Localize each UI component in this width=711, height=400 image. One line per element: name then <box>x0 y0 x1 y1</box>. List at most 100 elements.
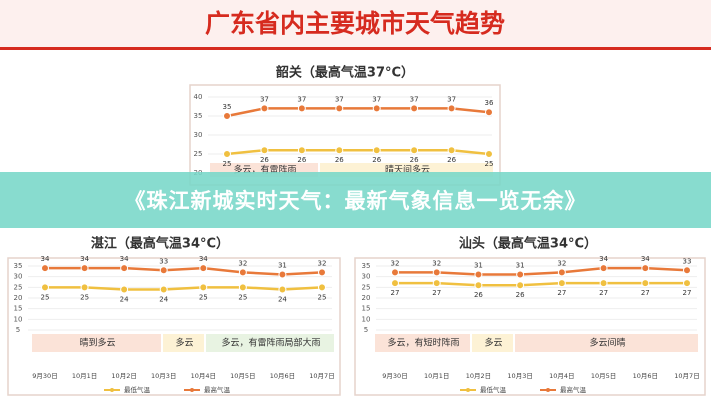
legend-label: 最低气温 <box>480 385 507 394</box>
x-tick-label: 10月3日 <box>507 372 532 380</box>
point <box>474 281 483 290</box>
value-label: 25 <box>80 293 89 301</box>
point <box>391 268 399 277</box>
y-tick-label: 35 <box>194 112 203 120</box>
banner: 《珠江新城实时天气：最新气象信息一览无余》 <box>0 172 711 228</box>
value-label: 37 <box>447 95 456 103</box>
weather-label: 多云间晴 <box>589 337 625 349</box>
series-line <box>395 281 687 287</box>
chart-title: 湛江（最高气温34°C） <box>91 236 229 252</box>
y-tick-label: 35 <box>362 262 371 270</box>
value-label: 34 <box>80 255 89 263</box>
x-tick-label: 10月2日 <box>111 372 136 380</box>
series-line <box>45 266 323 276</box>
point <box>432 279 441 288</box>
value-label: 37 <box>372 95 381 103</box>
header-bg <box>0 0 711 50</box>
x-tick-label: 10月3日 <box>151 372 176 380</box>
y-tick-label: 30 <box>14 273 23 281</box>
point <box>641 279 650 288</box>
series-line <box>226 148 490 156</box>
value-label: 34 <box>120 255 129 263</box>
point <box>278 270 287 279</box>
x-tick-label: 10月2日 <box>466 372 491 380</box>
value-label: 37 <box>335 95 344 103</box>
value-label: 32 <box>391 259 400 267</box>
y-tick-label: 30 <box>362 273 371 281</box>
chart-title: 韶关（最高气温37°C） <box>276 65 414 81</box>
value-label: 34 <box>599 255 608 263</box>
series-line <box>395 266 688 276</box>
point <box>223 150 231 158</box>
point <box>557 279 566 288</box>
y-tick-label: 5 <box>364 326 368 334</box>
point <box>599 264 608 273</box>
point <box>683 266 691 275</box>
weather-box <box>472 334 513 352</box>
point <box>260 146 269 155</box>
point <box>80 264 89 273</box>
x-tick-label: 10月4日 <box>191 372 216 380</box>
x-tick-label: 10月5日 <box>230 372 255 380</box>
legend-label: 最高气温 <box>560 385 587 394</box>
value-label: 32 <box>432 259 441 267</box>
value-label: 36 <box>485 99 494 107</box>
point <box>297 104 306 113</box>
value-label: 26 <box>516 291 525 299</box>
value-label: 34 <box>199 255 208 263</box>
point <box>223 112 231 120</box>
point <box>41 264 49 273</box>
series-line <box>226 107 490 118</box>
value-label: 37 <box>410 95 419 103</box>
value-label: 25 <box>199 293 208 301</box>
value-label: 26 <box>447 156 456 164</box>
y-tick-label: 5 <box>16 326 20 334</box>
series-line <box>45 286 323 291</box>
point <box>80 283 89 292</box>
x-tick-label: 10月6日 <box>270 372 295 380</box>
point <box>410 146 419 155</box>
chart-title: 汕头（最高气温34°C） <box>459 236 597 252</box>
value-label: 26 <box>335 156 344 164</box>
y-tick-label: 25 <box>362 283 371 291</box>
x-tick-label: 10月1日 <box>72 372 97 380</box>
value-label: 24 <box>120 295 129 303</box>
point <box>599 279 608 288</box>
point <box>516 281 525 290</box>
y-tick-label: 15 <box>362 305 371 313</box>
weather-box <box>32 334 161 352</box>
value-label: 27 <box>432 289 441 297</box>
value-label: 34 <box>641 255 650 263</box>
value-label: 32 <box>318 259 327 267</box>
point <box>335 146 344 155</box>
value-label: 27 <box>683 289 692 297</box>
x-tick-label: 10月6日 <box>633 372 658 380</box>
x-tick-label: 10月7日 <box>309 372 334 380</box>
weather-box <box>375 334 470 352</box>
point <box>557 268 566 277</box>
weather-box <box>515 334 698 352</box>
value-label: 27 <box>391 289 400 297</box>
value-label: 31 <box>278 262 287 270</box>
weather-label: 多云，有短时阵雨 <box>387 337 459 349</box>
point <box>410 104 419 113</box>
legend-label: 最低气温 <box>124 385 151 394</box>
point <box>335 104 344 113</box>
legend-dot <box>546 388 550 392</box>
value-label: 27 <box>599 289 608 297</box>
point <box>447 146 456 155</box>
x-tick-label: 9月30日 <box>32 372 57 380</box>
point <box>41 283 49 292</box>
value-label: 33 <box>159 257 168 265</box>
value-label: 26 <box>474 291 483 299</box>
point <box>278 285 287 294</box>
x-tick-label: 10月5日 <box>591 372 616 380</box>
y-tick-label: 25 <box>14 283 23 291</box>
value-label: 26 <box>372 156 381 164</box>
point <box>485 108 493 117</box>
value-label: 32 <box>557 259 566 267</box>
value-label: 25 <box>41 293 50 301</box>
weather-box <box>163 334 204 352</box>
